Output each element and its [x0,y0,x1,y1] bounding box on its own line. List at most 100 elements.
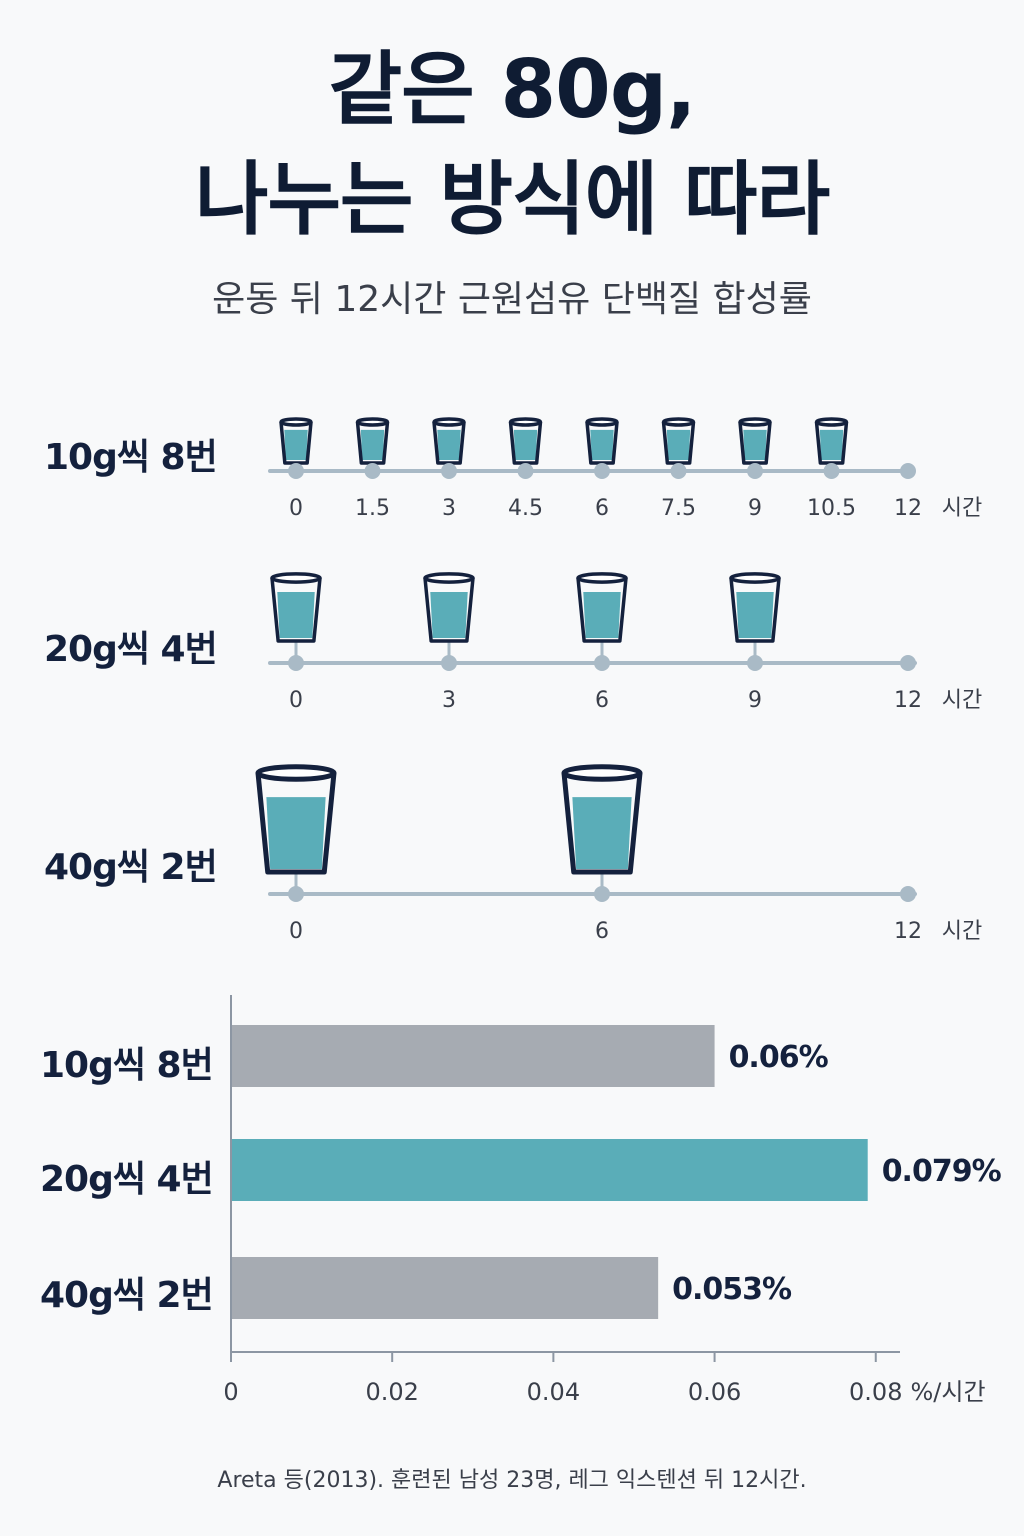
bar-value-label: 0.079% [882,1154,1002,1189]
cup-icon [585,417,619,471]
timeline-dot [594,463,610,479]
bar-value-label: 0.053% [672,1272,792,1307]
timeline-dot [670,463,687,479]
x-tick-label: 0.06 [688,1378,741,1406]
bar [231,1139,868,1201]
x-tick-label: 0.08 [849,1378,902,1406]
cup-water [360,429,385,460]
x-tick-label: 0.04 [527,1378,580,1406]
cup-rim [576,572,628,584]
timeline-tick-label: 0 [289,688,303,713]
cup-icon [576,572,628,663]
timeline-tick-label: 10.5 [807,496,856,521]
cup-water [277,592,315,638]
timeline-end-dot [900,463,916,479]
cup-water [284,429,308,460]
cup-rim [561,764,643,782]
cup-rim [355,417,390,427]
cup-rim [508,417,543,427]
cup-water [513,429,538,460]
cup-water [819,429,844,460]
cup-glass [255,772,337,875]
timeline-unit-label: 시간 [942,919,982,944]
timeline-tick-label: 12 [894,688,922,713]
cup-water [572,797,632,869]
cup-glass [423,577,475,643]
timeline-dot [364,463,381,479]
timeline-tick-label: 7.5 [661,496,696,521]
bar-label-20g: 20g씩 4번 [40,1159,214,1200]
cup-rim [423,572,475,584]
timeline-tick-label: 0 [289,496,303,521]
timeline-dot [441,655,457,671]
bar-label-40g: 40g씩 2번 [40,1275,214,1316]
bar-value-label: 0.06% [729,1040,829,1075]
timeline-dot [288,655,304,671]
timeline-tick-label: 9 [748,688,762,713]
cup-rim [270,572,322,584]
cup-icon [561,764,643,894]
timeline-dot [747,463,763,479]
cup-glass [576,577,628,643]
cup-rim [279,417,313,427]
timeline-dot [288,886,304,902]
cup-rim [255,764,337,782]
schedule-timelines: 0 1.5 3 4.5 6 7.5 9 10.5 12 시간 0 3 6 9 12 시간 0 6 12 시간 [255,417,982,944]
cup-rim [585,417,619,427]
bar [231,1025,715,1087]
timeline-tick-label: 4.5 [508,496,543,521]
cup-rim [661,417,696,427]
subtitle: 운동 뒤 12시간 근원섬유 단백질 합성률 [212,279,812,320]
synthesis-bar-chart: 0.06% 0.079% 0.053% 0 0.02 0.04 0.06 0.08 %/시간 [223,995,1003,1406]
timeline-unit-label: 시간 [942,496,982,521]
timeline-dot [441,463,457,479]
cup-water [437,429,461,460]
timeline-dot [747,655,763,671]
source-note: Areta 등(2013). 훈련된 남성 23명, 레그 익스텐션 뒤 12시… [217,1468,807,1493]
cup-rim [432,417,466,427]
cup-icon [423,572,475,663]
bar-label-10g: 10g씩 8번 [40,1045,214,1086]
schedule-label-20g: 20g씩 4번 [44,629,218,670]
title-line-2: 나누는 방식에 따라 [194,153,831,246]
timeline-tick-label: 1.5 [355,496,390,521]
cup-icon [508,417,543,471]
cup-rim [729,572,781,584]
title-line-1: 같은 80g, [328,43,696,136]
cup-water [736,592,774,638]
timeline-dot [517,463,534,479]
timeline-tick-label: 3 [442,688,456,713]
timeline-tick-label: 3 [442,496,456,521]
cup-water [743,429,767,460]
timeline-tick-label: 6 [595,919,609,944]
timeline-dot [594,655,610,671]
schedule-label-40g: 40g씩 2번 [44,847,218,888]
timeline-end-dot [900,655,916,671]
timeline-dot [823,463,840,479]
cup-icon [729,572,781,663]
timeline-tick-label: 9 [748,496,762,521]
timeline-tick-label: 6 [595,496,609,521]
cup-icon [255,764,337,894]
x-axis-unit-label: %/시간 [910,1378,985,1406]
cup-icon [279,417,313,471]
timeline-end-dot [900,886,916,902]
cup-water [583,592,621,638]
timeline-dot [288,463,304,479]
timeline-tick-label: 12 [894,496,922,521]
timeline-tick-label: 0 [289,919,303,944]
cup-icon [270,572,322,663]
cup-water [666,429,691,460]
x-tick-label: 0.02 [365,1378,418,1406]
cup-rim [814,417,849,427]
cup-glass [270,577,322,643]
cup-water [430,592,468,638]
timeline-tick-label: 12 [894,919,922,944]
cup-glass [561,772,643,875]
timeline-dot [594,886,610,902]
cup-water [590,429,614,460]
cup-water [266,797,326,869]
bar [231,1257,659,1319]
x-tick-label: 0 [223,1378,238,1406]
timeline-tick-label: 6 [595,688,609,713]
